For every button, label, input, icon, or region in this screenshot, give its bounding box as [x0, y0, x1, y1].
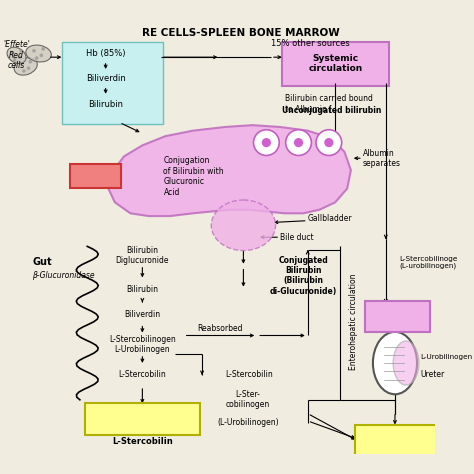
Ellipse shape — [211, 200, 275, 251]
Circle shape — [19, 62, 23, 65]
Text: Biliverdin: Biliverdin — [86, 74, 126, 83]
Text: RE CELLS-SPLEEN BONE MARROW: RE CELLS-SPLEEN BONE MARROW — [142, 28, 340, 38]
Text: 15% other sources: 15% other sources — [271, 39, 350, 48]
Circle shape — [35, 56, 38, 60]
Text: L-Stercobilin: L-Stercobilin — [118, 371, 166, 380]
Circle shape — [27, 66, 30, 70]
Text: Unconjugated bilirubin: Unconjugated bilirubin — [282, 106, 381, 115]
Text: Conjugation
of Bilirubin with
Glucuronic
Acid: Conjugation of Bilirubin with Glucuronic… — [164, 156, 224, 197]
FancyBboxPatch shape — [282, 42, 389, 86]
Circle shape — [262, 138, 271, 147]
Circle shape — [19, 49, 23, 53]
Text: Bile duct: Bile duct — [280, 233, 314, 242]
Text: Gut: Gut — [32, 257, 52, 267]
Ellipse shape — [26, 45, 51, 62]
Text: Bilirubin: Bilirubin — [88, 100, 123, 109]
Circle shape — [10, 51, 14, 55]
Text: (L-Urobilinogen): (L-Urobilinogen) — [217, 418, 279, 427]
Text: L-Stercobilin: L-Stercobilin — [112, 437, 173, 446]
Circle shape — [286, 130, 311, 155]
Circle shape — [22, 69, 26, 73]
Circle shape — [41, 47, 45, 51]
Circle shape — [324, 138, 333, 147]
Text: Bilirubin carried bound
to Albumin [: Bilirubin carried bound to Albumin [ — [285, 94, 373, 113]
Circle shape — [254, 130, 279, 155]
Text: Ureter: Ureter — [421, 371, 445, 380]
Text: Conjugated
Bilirubin
(Bilirubin
di-Glucuronide): Conjugated Bilirubin (Bilirubin di-Glucu… — [270, 255, 337, 296]
Circle shape — [294, 138, 303, 147]
Text: L-Ster-
cobilinogen: L-Ster- cobilinogen — [226, 390, 270, 410]
FancyBboxPatch shape — [70, 164, 121, 188]
Text: URINE: URINE — [380, 435, 414, 445]
Circle shape — [13, 58, 17, 62]
FancyBboxPatch shape — [356, 425, 439, 456]
Text: L-Stercobilinoge
(L-urobilinogen): L-Stercobilinoge (L-urobilinogen) — [400, 255, 458, 269]
Circle shape — [18, 55, 21, 59]
Text: Reabsorbed: Reabsorbed — [198, 324, 243, 333]
Circle shape — [28, 60, 32, 64]
Ellipse shape — [14, 57, 37, 75]
Ellipse shape — [393, 341, 419, 385]
Text: L-Stercobilinogen
L-Urobilinogen: L-Stercobilinogen L-Urobilinogen — [109, 335, 176, 355]
FancyBboxPatch shape — [365, 301, 430, 332]
Text: Bilirubin
Diglucuronide: Bilirubin Diglucuronide — [116, 246, 169, 265]
Text: Enterohepatic circulation: Enterohepatic circulation — [349, 273, 358, 370]
Text: L-Urobilin: L-Urobilin — [374, 446, 420, 455]
Text: L-Stercobilin: L-Stercobilin — [225, 371, 273, 380]
Text: L-Urobilinogen: L-Urobilinogen — [421, 354, 473, 360]
Text: Bilirubin: Bilirubin — [127, 285, 158, 294]
Text: Systemic
circulation: Systemic circulation — [308, 54, 363, 73]
Circle shape — [32, 49, 36, 53]
Text: Faeces: Faeces — [124, 414, 161, 424]
Text: 'Effete'
Red
cells: 'Effete' Red cells — [3, 40, 30, 70]
Text: Albumin
separates: Albumin separates — [363, 148, 401, 168]
Text: Gallbladder: Gallbladder — [308, 214, 352, 223]
Text: Liver: Liver — [82, 171, 109, 181]
Text: Hb (85%): Hb (85%) — [86, 49, 126, 58]
Ellipse shape — [7, 47, 26, 64]
Circle shape — [316, 130, 342, 155]
Circle shape — [39, 54, 43, 57]
Text: Biliverdin: Biliverdin — [124, 310, 160, 319]
Polygon shape — [109, 125, 351, 216]
FancyBboxPatch shape — [63, 43, 163, 124]
Text: Kidney: Kidney — [379, 312, 414, 321]
Text: β-Glucuronidase: β-Glucuronidase — [32, 271, 95, 280]
FancyBboxPatch shape — [84, 403, 200, 435]
Ellipse shape — [373, 332, 417, 394]
